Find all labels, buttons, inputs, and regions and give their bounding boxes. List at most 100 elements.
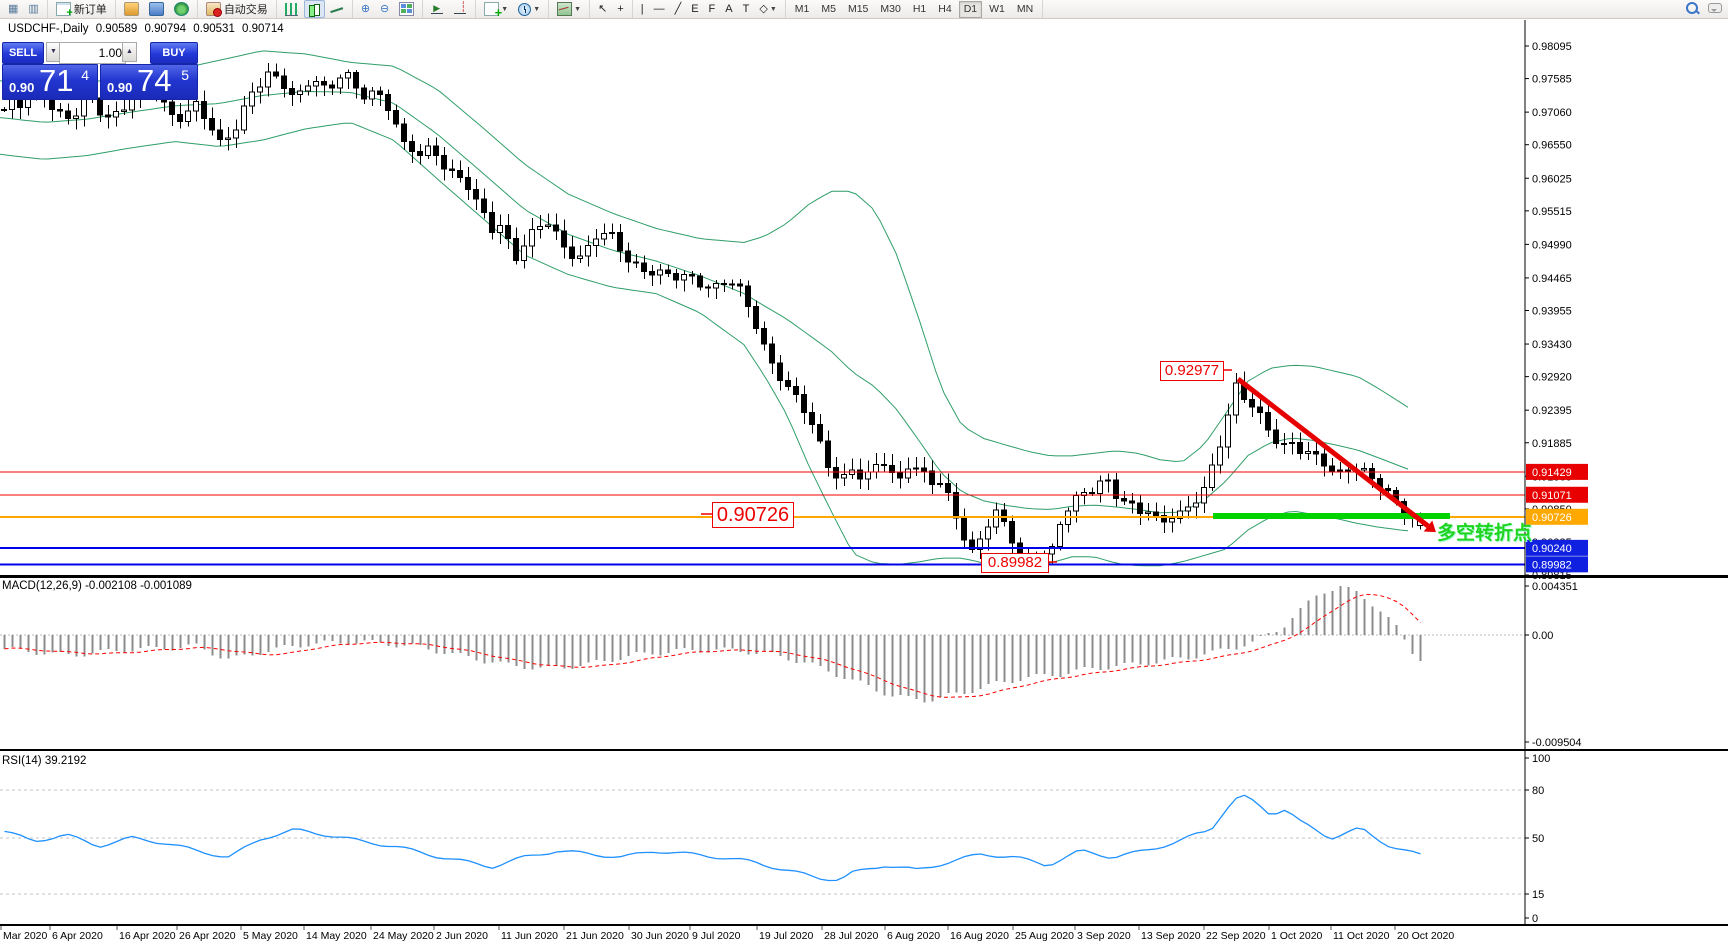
crosshair-button[interactable]: +: [613, 0, 627, 18]
date-label: 26 Apr 2020: [179, 930, 236, 942]
chat-icon[interactable]: [1708, 3, 1722, 13]
buy-price-point: 5: [181, 67, 189, 83]
date-axis: Mar 2020 6 Apr 2020 16 Apr 2020 26 Apr 2020…: [0, 926, 1454, 942]
grid-f-button[interactable]: F: [705, 0, 720, 18]
price-tick-label: 0.92395: [1532, 405, 1572, 417]
date-label: 6 Aug 2020: [887, 930, 940, 942]
chevron-down-icon[interactable]: ▼: [769, 5, 777, 13]
bar-chart-icon: [284, 2, 298, 16]
autotrading-button[interactable]: 自动交易: [202, 0, 272, 18]
sell-button[interactable]: SELL: [2, 42, 44, 64]
timeframe-button-M30[interactable]: M30: [880, 2, 901, 15]
rsi-indicator-label: RSI(14) 39.2192: [2, 755, 86, 767]
profiles-button[interactable]: ▥: [24, 0, 42, 18]
add-indicator-button[interactable]: ▼: [480, 0, 512, 20]
price-tick-label: 0.91885: [1532, 438, 1572, 450]
sell-price-point: 4: [81, 67, 89, 83]
candle-chart-button[interactable]: [303, 0, 325, 18]
price-tick-label: 0.93430: [1532, 339, 1572, 351]
timeframe-button-H4[interactable]: H4: [938, 2, 952, 15]
signals-icon[interactable]: [170, 0, 193, 18]
sell-price-display[interactable]: 0.90 71 4: [2, 63, 98, 100]
new-chart-button[interactable]: ▦: [4, 0, 22, 18]
horizontal-line-button[interactable]: —: [650, 0, 669, 18]
auto-scroll-button[interactable]: [427, 0, 448, 18]
metaeditor-icon[interactable]: [145, 0, 168, 18]
price-level-badge: 0.89982: [1532, 559, 1572, 571]
date-label: 6 Apr 2020: [52, 930, 103, 942]
price-level-badge: 0.90726: [1532, 512, 1572, 524]
text-label-button[interactable]: T: [739, 0, 754, 18]
price-tick-label: 0.93955: [1532, 306, 1572, 318]
rsi-scale-label: 15: [1532, 889, 1544, 901]
tile-windows-icon: [399, 2, 415, 16]
chevron-down-icon[interactable]: ▼: [501, 5, 509, 13]
rsi-levels: [0, 789, 1525, 895]
new-order-button[interactable]: 新订单: [52, 0, 111, 19]
timeframe-button-D1[interactable]: D1: [958, 0, 983, 18]
bar-chart-button[interactable]: [281, 0, 302, 18]
ohlc-close: 0.90714: [242, 23, 284, 35]
timeframe-button-W1[interactable]: W1: [989, 2, 1005, 15]
trade-book-icon[interactable]: [120, 0, 143, 18]
tile-windows-button[interactable]: [395, 0, 418, 18]
fibonacci-button[interactable]: E: [687, 0, 702, 18]
new-order-icon: [55, 2, 73, 19]
periods-button[interactable]: ▼: [514, 0, 544, 18]
line-chart-button[interactable]: [327, 0, 348, 18]
volume-input[interactable]: [59, 42, 126, 64]
macd-scale-label: 0.004351: [1532, 581, 1578, 593]
date-label: 25 Aug 2020: [1015, 930, 1074, 942]
toolbar-group: [423, 0, 477, 18]
vertical-line-button[interactable]: |: [637, 0, 648, 18]
price-tick-label: 0.98095: [1532, 41, 1572, 53]
zoom-in-button[interactable]: ⊕: [357, 0, 374, 18]
cursor-button[interactable]: ↖: [594, 0, 611, 18]
green-support-line[interactable]: [1213, 513, 1450, 519]
shapes-icon: ◇: [759, 3, 768, 15]
volume-increase-button[interactable]: ▲: [122, 42, 137, 62]
macd-values: -0.002108 -0.001089: [85, 580, 192, 592]
chart-title: USDCHF-,Daily 0.90589 0.90794 0.90531 0.…: [8, 23, 288, 35]
macd-scale-label: 0.00: [1532, 630, 1553, 642]
timeframe-button-M15[interactable]: M15: [847, 2, 869, 15]
macd-indicator-label: MACD(12,26,9) -0.002108 -0.001089: [2, 580, 192, 592]
metaeditor-icon-icon: [148, 2, 164, 16]
price-axis: 0.98095 0.97585 0.97060 0.96550 0.96025 0.955…: [1525, 41, 1588, 582]
buy-button[interactable]: BUY: [150, 42, 198, 64]
price-level-badge: 0.90240: [1532, 543, 1572, 555]
price-tick-label: 0.94990: [1532, 239, 1572, 251]
periods-icon: [518, 2, 532, 16]
timeframe-button-MN[interactable]: MN: [1016, 2, 1034, 15]
date-label: 3 Sep 2020: [1077, 930, 1131, 942]
text-icon: A: [725, 3, 733, 15]
zoom-out-button[interactable]: ⊖: [376, 0, 393, 18]
chart-shift-button[interactable]: [450, 0, 471, 18]
timeframe-button-H1[interactable]: H1: [912, 2, 927, 15]
annotation-peak-price[interactable]: 0.92977: [1160, 361, 1224, 381]
ohlc-high: 0.90794: [144, 23, 187, 35]
chart-background: [0, 19, 1728, 944]
shapes-button[interactable]: ◇ ▼: [755, 0, 780, 18]
annotation-low-price[interactable]: 0.89982: [981, 553, 1049, 573]
macd-axis: 0.004351 0.00 -0.009504: [1525, 581, 1582, 749]
auto-scroll-icon: [431, 3, 444, 15]
text-button[interactable]: A: [721, 0, 736, 18]
date-label: 24 May 2020: [373, 930, 434, 942]
chevron-down-icon[interactable]: ▼: [533, 5, 541, 13]
timeframe-button-M1[interactable]: M1: [794, 2, 810, 15]
trendline-button[interactable]: ╱: [671, 0, 686, 18]
toolbar-group: [277, 0, 353, 18]
new-order-button-label: 新订单: [73, 4, 107, 16]
rsi-scale-label: 0: [1532, 913, 1538, 925]
date-label: 1 Oct 2020: [1271, 930, 1323, 942]
search-icon[interactable]: [1686, 2, 1698, 14]
toolbar-group: ↖ +: [590, 0, 633, 18]
chevron-down-icon[interactable]: ▼: [574, 5, 582, 13]
buy-price-display[interactable]: 0.90 74 5: [100, 63, 198, 100]
annotation-support-price[interactable]: 0.90726: [712, 502, 794, 528]
zoom-out-icon: ⊖: [380, 3, 390, 15]
timeframe-button-M5[interactable]: M5: [821, 2, 836, 15]
templates-button[interactable]: ▼: [553, 0, 585, 18]
